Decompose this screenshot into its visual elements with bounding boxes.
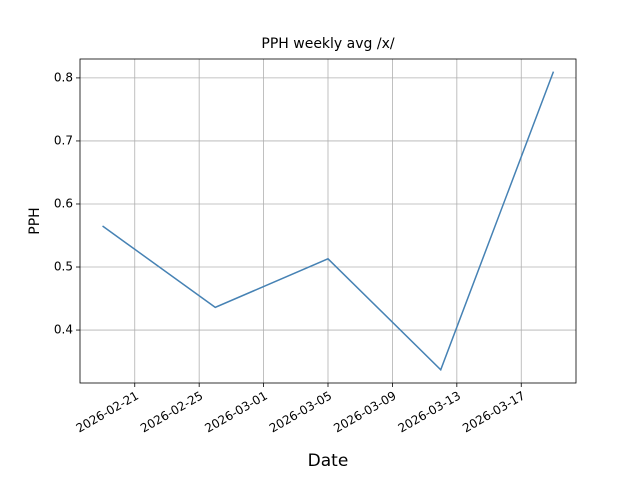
x-axis-label: Date	[308, 451, 349, 471]
y-tick-label: 0.6	[54, 196, 73, 210]
chart-title: PPH weekly avg /x/	[261, 36, 394, 52]
y-axis-label: PPH	[27, 207, 43, 234]
y-tick-label: 0.5	[54, 260, 73, 274]
y-tick-label: 0.4	[54, 323, 73, 337]
y-tick-label: 0.7	[54, 133, 73, 147]
y-tick-label: 0.8	[54, 70, 73, 84]
plot-frame	[79, 58, 577, 384]
data-line	[102, 71, 555, 372]
